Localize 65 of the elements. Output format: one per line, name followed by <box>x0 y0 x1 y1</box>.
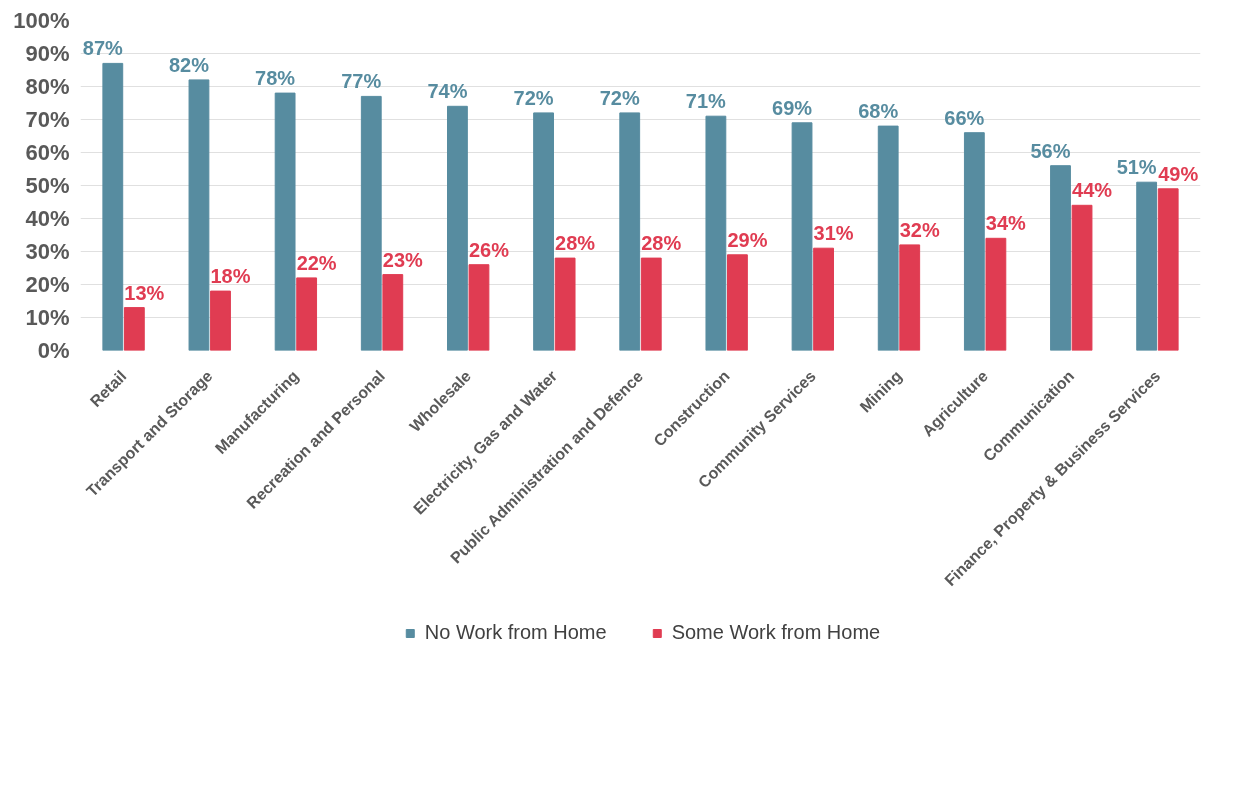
data-label: 69% <box>772 96 813 119</box>
y-tick-label: 10% <box>25 305 70 330</box>
data-label: 34% <box>985 212 1027 235</box>
bar <box>360 95 382 351</box>
bar <box>619 112 641 351</box>
data-label: 29% <box>727 228 768 251</box>
y-tick-label: 0% <box>37 338 70 363</box>
bar <box>963 132 985 351</box>
bar <box>533 112 554 351</box>
legend-label: Some Work from Home <box>671 621 881 644</box>
bar <box>877 125 899 351</box>
bar <box>468 264 490 351</box>
y-tick-label: 50% <box>25 173 70 198</box>
y-tick-label: 30% <box>25 239 70 264</box>
bar <box>102 62 124 351</box>
data-label: 44% <box>1072 179 1113 202</box>
data-label: 23% <box>382 248 424 271</box>
data-label: 68% <box>858 100 899 123</box>
data-label: 26% <box>468 238 510 261</box>
bar <box>727 254 748 351</box>
bar <box>705 115 727 351</box>
y-tick-label: 20% <box>25 272 70 297</box>
legend-label: No Work from Home <box>424 621 607 644</box>
data-label: 22% <box>296 251 337 274</box>
data-label: 32% <box>899 218 940 241</box>
y-tick-label: 70% <box>25 107 70 132</box>
bar <box>447 105 468 351</box>
data-label: 77% <box>341 70 382 93</box>
bar <box>813 247 834 351</box>
data-label: 78% <box>255 67 296 90</box>
data-label: 18% <box>210 265 251 288</box>
bar <box>1050 165 1071 351</box>
bar <box>985 237 1007 351</box>
bar <box>296 277 318 351</box>
y-tick-label: 100% <box>13 8 70 33</box>
bar <box>640 257 662 351</box>
data-label: 49% <box>1158 162 1199 185</box>
data-label: 72% <box>599 86 640 109</box>
data-label: 13% <box>124 281 165 304</box>
data-label: 82% <box>168 53 210 76</box>
data-label: 56% <box>1030 139 1071 162</box>
bar <box>210 290 231 351</box>
y-tick-label: 40% <box>25 206 70 231</box>
data-label: 74% <box>427 80 468 103</box>
bar <box>274 92 296 351</box>
y-tick-label: 80% <box>25 74 70 99</box>
data-label: 66% <box>944 106 985 129</box>
bar <box>791 122 813 351</box>
y-tick-label: 90% <box>25 41 70 66</box>
data-label: 72% <box>513 86 554 109</box>
data-label: 51% <box>1116 156 1157 179</box>
bar <box>1136 181 1158 351</box>
data-label: 28% <box>641 232 682 255</box>
bar <box>1157 188 1179 351</box>
data-label: 87% <box>82 37 124 60</box>
data-label: 31% <box>813 222 854 245</box>
bar <box>554 257 576 351</box>
bar <box>188 79 210 351</box>
bar <box>1071 204 1093 351</box>
y-tick-label: 60% <box>25 140 70 165</box>
bar <box>899 244 921 351</box>
bar <box>123 307 145 351</box>
bar <box>382 274 404 351</box>
data-label: 28% <box>555 232 596 255</box>
data-label: 71% <box>685 90 727 113</box>
